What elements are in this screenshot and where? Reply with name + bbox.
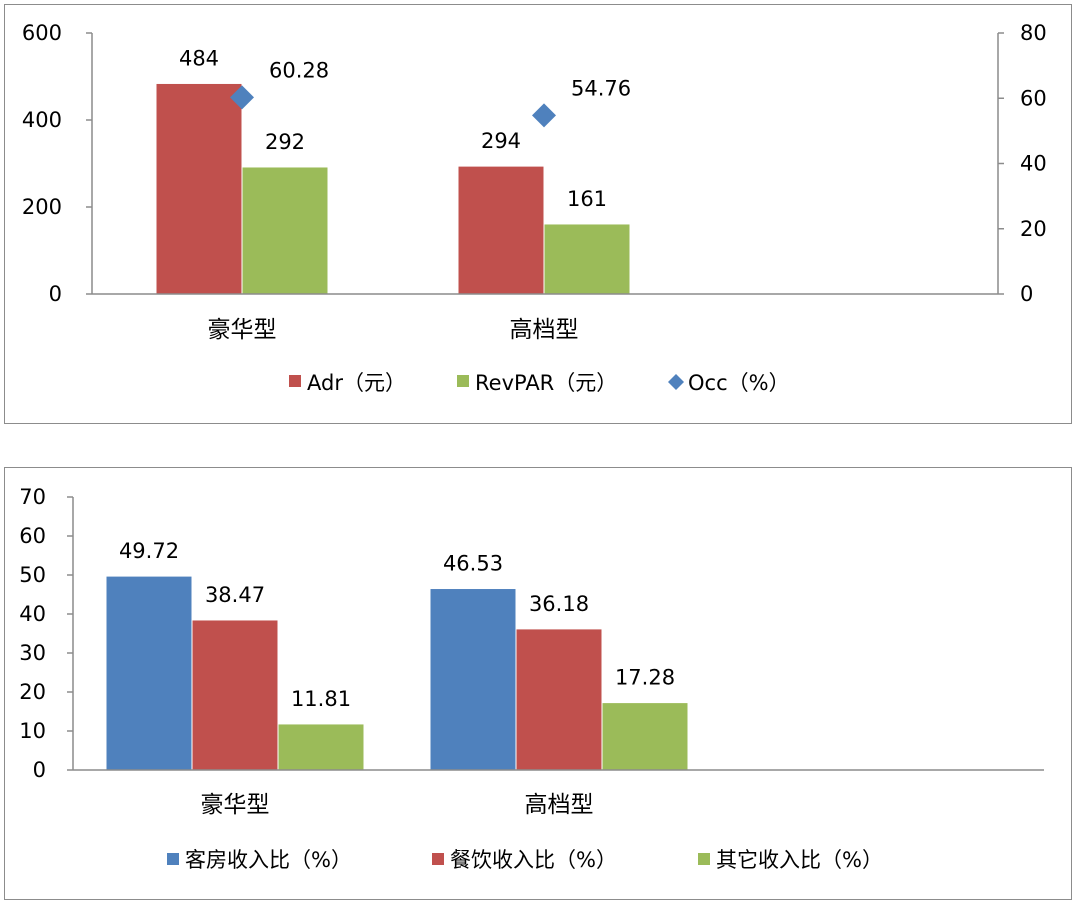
c2-bar — [601, 702, 689, 771]
c1-data-label: 161 — [567, 187, 607, 211]
c1-y-tick-label: 400 — [22, 108, 62, 132]
c2-legend-label: 客房收入比（%） — [185, 848, 352, 872]
c2-y-tick-label: 50 — [19, 563, 46, 587]
c2-data-label: 11.81 — [291, 687, 351, 711]
c1-data-label: 294 — [481, 129, 521, 153]
c2-bar — [277, 723, 365, 771]
c1-data-label: 292 — [265, 130, 305, 154]
c1-y2-tick-label: 20 — [1020, 217, 1047, 241]
c2-y-tick-label: 60 — [19, 524, 46, 548]
c1-y2-tick-label: 80 — [1020, 21, 1047, 45]
c2-legend-label: 餐饮收入比（%） — [450, 848, 617, 872]
c1-occ-marker — [532, 103, 556, 128]
c1-occ-marker — [230, 85, 254, 110]
c1-bar — [155, 82, 243, 295]
c1-legend-label: RevPAR（元） — [475, 371, 617, 395]
c1-y-tick-label: 600 — [22, 21, 62, 45]
c2-bar — [515, 628, 603, 771]
c2-y-tick-label: 0 — [33, 758, 46, 782]
c1-legend-swatch — [457, 375, 469, 387]
c2-bar — [191, 619, 279, 771]
c2-y-tick-label: 30 — [19, 641, 46, 665]
c2-category-label: 豪华型 — [201, 792, 270, 818]
c2-legend-swatch — [167, 853, 179, 865]
c2-y-tick-label: 10 — [19, 719, 46, 743]
c1-y-tick-label: 200 — [22, 195, 62, 219]
c2-data-label: 38.47 — [205, 583, 265, 607]
c1-legend-label: Occ（%） — [688, 371, 790, 395]
c1-data-label: 484 — [179, 46, 219, 70]
c2-bar — [105, 575, 193, 771]
c1-y2-tick-label: 0 — [1020, 282, 1033, 306]
c1-bar — [457, 165, 545, 295]
c1-occ-label: 60.28 — [269, 58, 329, 82]
c2-data-label: 49.72 — [119, 539, 179, 563]
c1-legend-swatch — [289, 375, 301, 387]
c1-legend-swatch — [668, 374, 684, 390]
c2-y-tick-label: 20 — [19, 680, 46, 704]
c1-y2-tick-label: 40 — [1020, 152, 1047, 176]
c2-y-tick-label: 40 — [19, 602, 46, 626]
c1-legend-label: Adr（元） — [307, 371, 406, 395]
c1-bar — [543, 223, 631, 295]
c2-data-label: 36.18 — [529, 592, 589, 616]
c1-category-label: 豪华型 — [208, 317, 277, 343]
c1-y-tick-label: 0 — [49, 282, 62, 306]
c2-legend-swatch — [432, 853, 444, 865]
c1-bar — [241, 166, 329, 295]
c2-data-label: 17.28 — [615, 666, 675, 690]
c2-bar — [429, 588, 517, 771]
c2-legend-swatch — [698, 853, 710, 865]
c1-y2-tick-label: 60 — [1020, 86, 1047, 110]
c2-data-label: 46.53 — [443, 552, 503, 576]
c2-y-tick-label: 70 — [19, 485, 46, 509]
c2-category-label: 高档型 — [525, 792, 594, 818]
c2-legend-label: 其它收入比（%） — [716, 848, 883, 872]
c1-category-label: 高档型 — [510, 317, 579, 343]
c1-occ-label: 54.76 — [571, 76, 631, 100]
